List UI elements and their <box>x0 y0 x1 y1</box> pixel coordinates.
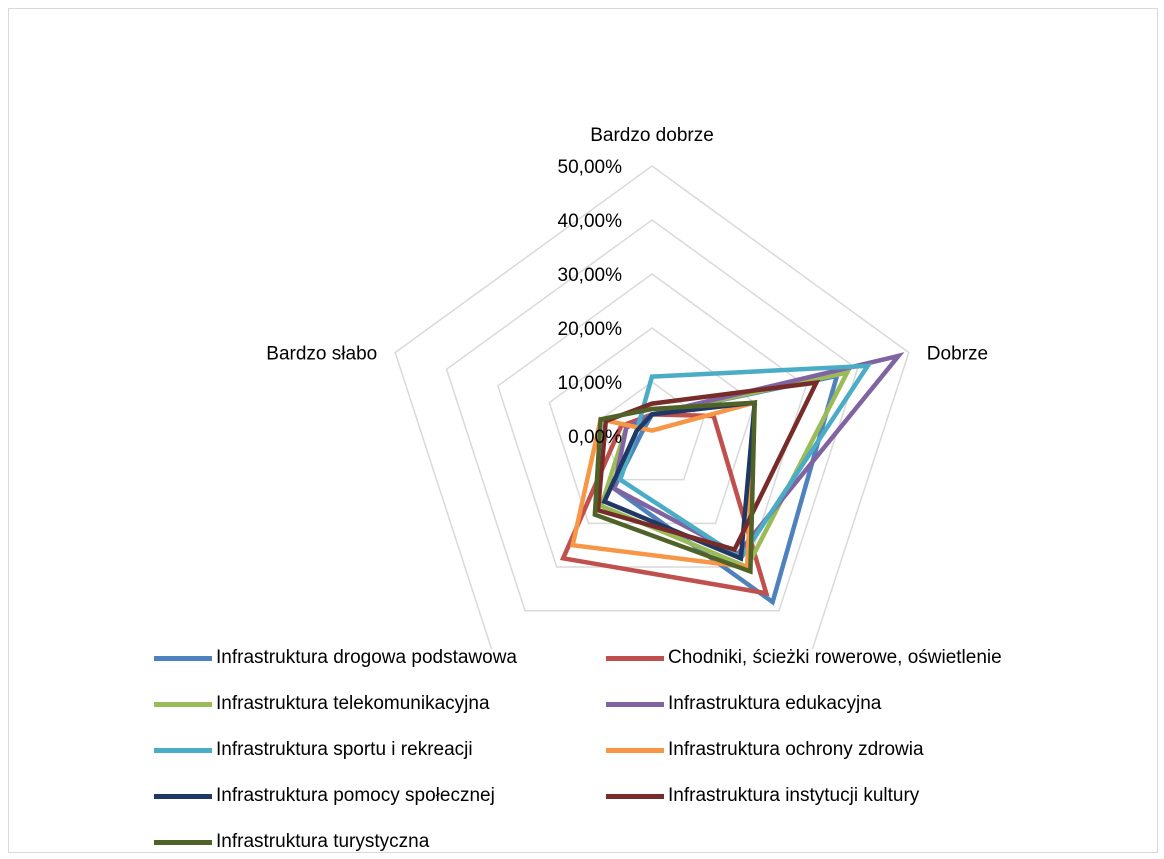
legend: Infrastruktura drogowa podstawowa Chodnik… <box>154 641 1154 859</box>
legend-swatch <box>154 701 212 707</box>
radar-grid <box>394 165 910 649</box>
legend-item: Infrastruktura drogowa podstawowa <box>154 641 606 675</box>
radar-chart: 0,00% 10,00% 20,00% 30,00% 40,00% 50,00% Bard… <box>266 125 988 649</box>
radial-tick-labels: 0,00% 10,00% 20,00% 30,00% 40,00% 50,00% <box>558 157 623 448</box>
legend-label: Infrastruktura pomocy społecznej <box>216 785 495 806</box>
tick-label: 40,00% <box>558 211 623 232</box>
legend-item: Infrastruktura turystyczna <box>154 825 606 859</box>
grid-ring <box>394 165 910 649</box>
legend-label: Infrastruktura ochrony zdrowia <box>668 739 924 760</box>
tick-label: 0,00% <box>568 427 622 448</box>
legend-swatch <box>154 655 212 661</box>
series-line <box>617 363 873 562</box>
grid-ring <box>599 381 705 481</box>
legend-swatch <box>606 793 664 799</box>
legend-item: Infrastruktura edukacyjna <box>606 687 1058 721</box>
axis-label: Dobrze <box>927 344 988 365</box>
tick-label: 50,00% <box>558 157 623 178</box>
legend-label: Infrastruktura instytucji kultury <box>668 785 920 806</box>
grid-ring <box>497 273 807 568</box>
tick-label: 20,00% <box>558 319 623 340</box>
legend-label: Chodniki, ścieżki rowerowe, oświetlenie <box>668 647 1002 668</box>
axis-labels: Bardzo dobrzeDobrzeŚrednioSłaboBardzo sł… <box>266 125 988 365</box>
radar-series-layer <box>559 352 905 606</box>
tick-label: 30,00% <box>558 265 623 286</box>
axis-label: Bardzo dobrze <box>590 125 714 146</box>
legend-swatch <box>606 747 664 753</box>
legend-label: Infrastruktura edukacyjna <box>668 693 882 714</box>
tick-label: 10,00% <box>558 373 623 394</box>
legend-label: Infrastruktura turystyczna <box>216 831 430 852</box>
legend-swatch <box>606 701 664 707</box>
legend-item: Chodniki, ścieżki rowerowe, oświetlenie <box>606 641 1058 675</box>
legend-swatch <box>154 793 212 799</box>
series-line <box>592 400 758 575</box>
chart-frame: 0,00% 10,00% 20,00% 30,00% 40,00% 50,00% Bard… <box>8 8 1158 853</box>
legend-item: Infrastruktura instytucji kultury <box>606 779 1058 813</box>
legend-item: Infrastruktura sportu i rekreacji <box>154 733 606 767</box>
legend-item: Infrastruktura ochrony zdrowia <box>606 733 1058 767</box>
legend-item: Infrastruktura pomocy społecznej <box>154 779 606 813</box>
legend-label: Infrastruktura sportu i rekreacji <box>216 739 473 760</box>
grid-ring <box>548 327 756 525</box>
legend-label: Infrastruktura telekomunikacyjna <box>216 693 490 714</box>
legend-swatch <box>606 655 664 661</box>
axis-label: Bardzo słabo <box>266 344 377 365</box>
legend-swatch <box>154 839 212 845</box>
legend-item: Infrastruktura telekomunikacyjna <box>154 687 606 721</box>
legend-swatch <box>154 747 212 753</box>
grid-ring <box>445 219 859 612</box>
legend-label: Infrastruktura drogowa podstawowa <box>216 647 517 668</box>
